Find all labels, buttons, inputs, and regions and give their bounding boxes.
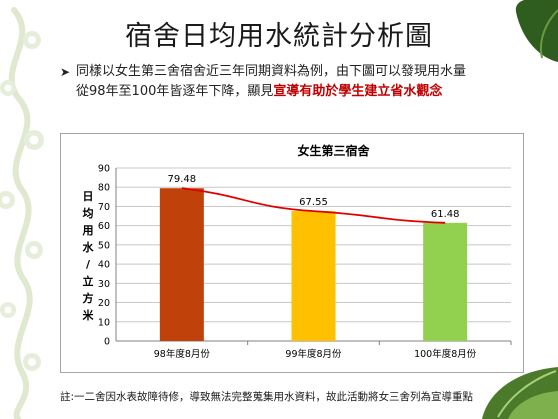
y-axis-label-char: 立 <box>83 274 94 288</box>
y-axis-label-char: 日 <box>83 190 94 203</box>
y-axis-label-char: 米 <box>82 308 95 322</box>
floral-ornament-left <box>0 0 60 419</box>
chart-title: 女生第三宿舍 <box>297 143 370 158</box>
bullet-text: 同樣以女生第三舍宿舍近三年同期資料為例，由下圖可以發現用水量從98年至100年皆… <box>76 64 467 99</box>
bar-chart: 女生第三宿舍 0 10 20 30 40 50 60 70 80 90 日均用水 / 立方米 79.48 98… <box>82 143 512 360</box>
y-tick-label: 40 <box>98 260 110 271</box>
y-axis-label-char: 水 <box>83 240 95 254</box>
y-tick-label: 70 <box>98 202 110 213</box>
x-tick-label: 99年度8月份 <box>285 348 342 360</box>
x-tick-label: 100年度8月份 <box>414 348 477 360</box>
y-tick-label: 0 <box>104 337 110 348</box>
data-label: 67.55 <box>299 197 328 208</box>
bar <box>423 222 468 341</box>
data-label: 79.48 <box>168 174 197 185</box>
y-axis-label-char: / <box>86 258 91 271</box>
y-axis-label-char: 方 <box>83 291 94 305</box>
y-tick-label: 30 <box>98 279 110 290</box>
y-tick-label: 60 <box>98 221 110 232</box>
y-tick-label: 80 <box>98 183 110 194</box>
data-label: 61.48 <box>431 209 460 220</box>
trend-line <box>181 187 446 224</box>
bullet-highlight-text: 宣導有助於學生建立省水觀念 <box>273 84 443 99</box>
leaf-ornament-top-right <box>515 0 558 62</box>
bullet-paragraph: ➤ 同樣以女生第三舍宿舍近三年同期資料為例，由下圖可以發現用水量從98年至100… <box>60 62 467 102</box>
arrow-right-icon: ➤ <box>60 65 71 79</box>
y-axis-label-char: 均 <box>83 206 94 220</box>
y-axis-label-char: 用 <box>83 224 94 237</box>
bar <box>159 188 204 341</box>
page-title: 宿舍日均用水統計分析圖 <box>125 21 433 52</box>
bar <box>291 211 336 341</box>
footnote: 註:一二舍因水表故障待修，導致無法完整蒐集用水資料，故此活動將女三舍列為宣導重點 <box>60 391 474 403</box>
chart-container: 女生第三宿舍 0 10 20 30 40 50 60 70 80 90 日均用水 / 立方米 79.48 98… <box>60 133 524 373</box>
y-tick-label: 50 <box>98 240 110 251</box>
leaf-ornament-bottom-right <box>482 367 558 419</box>
y-tick-label: 90 <box>98 164 110 175</box>
y-tick-label: 10 <box>98 317 110 328</box>
x-tick-label: 98年度8月份 <box>154 348 211 360</box>
y-tick-label: 20 <box>98 298 110 309</box>
